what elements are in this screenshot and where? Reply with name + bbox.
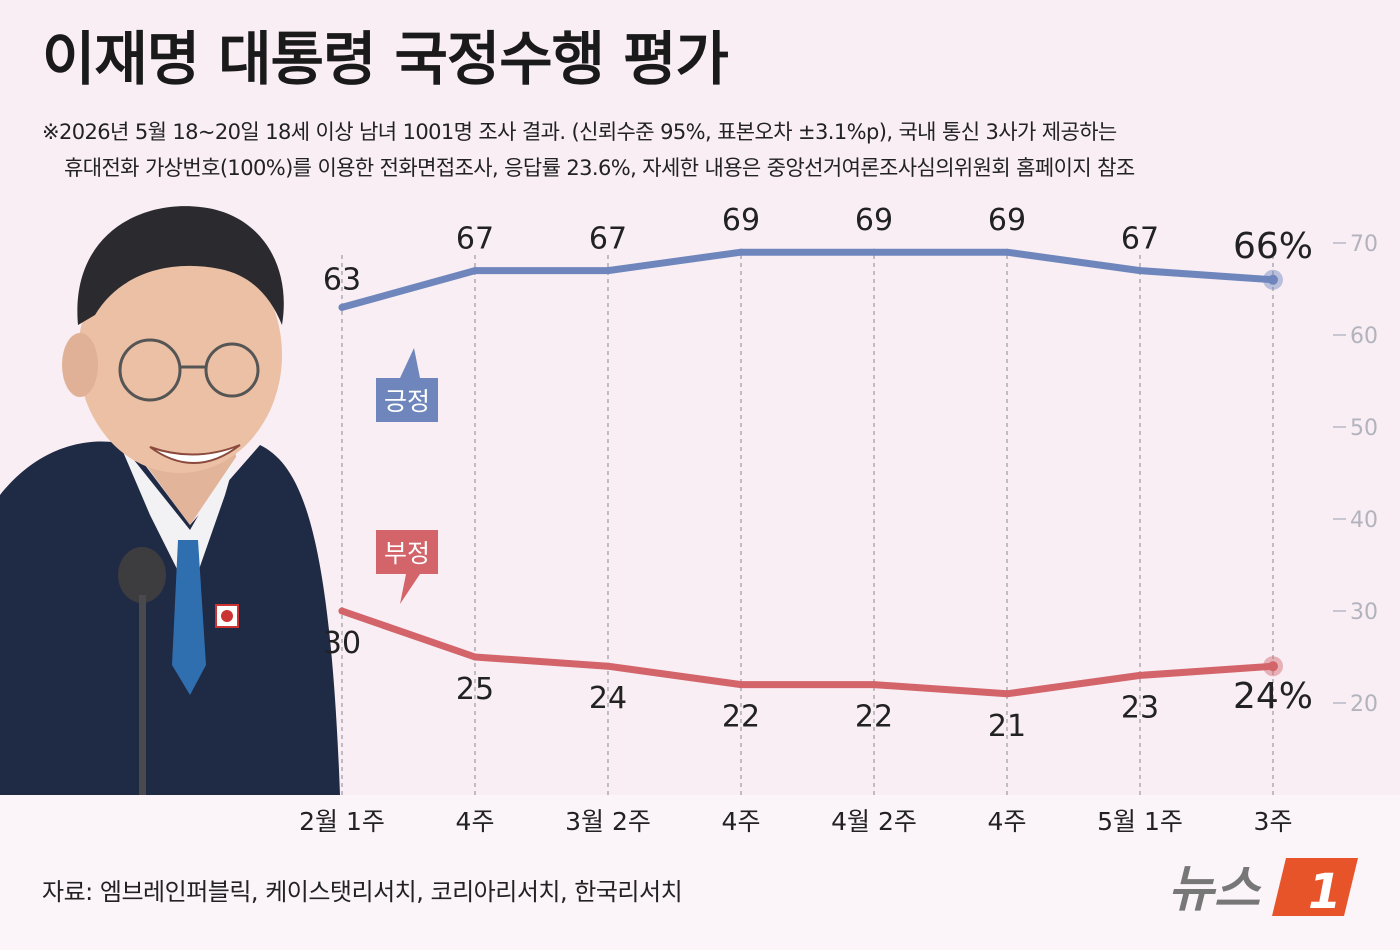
data-point — [471, 267, 479, 275]
x-tick-label: 4주 — [456, 807, 495, 836]
data-label: 25 — [456, 672, 494, 707]
data-label: 21 — [988, 709, 1026, 744]
data-label: 67 — [456, 222, 494, 257]
data-point — [870, 681, 878, 689]
survey-note-line1: ※2026년 5월 18~20일 18세 이상 남녀 1001명 조사 결과. … — [42, 120, 1117, 144]
x-tick-label: 3월 2주 — [565, 807, 651, 836]
data-point — [604, 267, 612, 275]
x-tick-label: 2월 1주 — [299, 807, 385, 836]
page-title: 이재명 대통령 국정수행 평가 — [42, 25, 729, 93]
y-tick-label: 50 — [1350, 416, 1378, 441]
logo-badge-number: 1 — [1308, 864, 1341, 920]
data-label: 22 — [855, 700, 893, 735]
data-point — [1003, 248, 1011, 256]
chart-series — [338, 248, 1283, 698]
y-tick-label: 30 — [1350, 600, 1378, 625]
data-label: 69 — [722, 203, 760, 238]
footer-band — [0, 795, 1400, 950]
news1-logo: 뉴스 1 — [1168, 858, 1358, 920]
chart-data-labels: 63 67 67 69 69 69 67 66% 30 25 24 22 22 21 23 24% — [323, 203, 1313, 744]
data-point — [1268, 661, 1278, 672]
x-tick-label: 4주 — [722, 807, 761, 836]
president-photo — [0, 206, 340, 795]
data-point — [338, 607, 346, 615]
data-label: 24% — [1233, 676, 1313, 717]
data-label: 22 — [722, 700, 760, 735]
x-tick-label: 4월 2주 — [831, 807, 917, 836]
data-point — [471, 653, 479, 661]
y-tick-label: 60 — [1350, 324, 1378, 349]
data-point — [604, 662, 612, 670]
data-label: 67 — [589, 222, 627, 257]
data-label: 23 — [1121, 690, 1159, 725]
x-tick-label: 3주 — [1254, 807, 1293, 836]
x-tick-label: 5월 1주 — [1097, 807, 1183, 836]
source-credit: 자료: 엠브레인퍼블릭, 케이스탯리서치, 코리아리서치, 한국리서치 — [42, 878, 683, 906]
chart-gridlines — [341, 255, 1274, 795]
data-label: 66% — [1233, 226, 1313, 267]
negative-callout-label: 부정 — [384, 539, 430, 568]
data-point — [338, 303, 346, 311]
logo-badge-icon — [1272, 858, 1358, 916]
data-point — [1268, 274, 1278, 285]
data-point — [1136, 671, 1144, 679]
data-point — [1003, 690, 1011, 698]
x-tick-label: 4주 — [988, 807, 1027, 836]
data-label: 69 — [855, 203, 893, 238]
data-label: 30 — [323, 626, 361, 661]
series-line-negative — [338, 607, 1277, 698]
y-tick-label: 20 — [1350, 692, 1378, 717]
data-label: 63 — [323, 262, 361, 297]
data-label: 69 — [988, 203, 1026, 238]
positive-callout-bubble — [376, 348, 438, 422]
data-point — [737, 248, 745, 256]
data-label: 67 — [1121, 222, 1159, 257]
data-point — [737, 681, 745, 689]
data-point — [870, 248, 878, 256]
y-tick-label: 70 — [1350, 232, 1378, 257]
negative-callout-bubble — [376, 530, 438, 604]
x-axis-labels: 2월 1주 4주 3월 2주 4주 4월 2주 4주 5월 1주 3주 — [299, 807, 1292, 836]
y-axis-ticks: 70 60 50 40 30 20 — [1333, 232, 1378, 717]
logo-wordmark: 뉴스 — [1168, 860, 1262, 918]
data-point — [1136, 267, 1144, 275]
positive-callout-label: 긍정 — [384, 387, 430, 416]
y-tick-label: 40 — [1350, 508, 1378, 533]
data-label: 24 — [589, 681, 627, 716]
survey-note-line2: 휴대전화 가상번호(100%)를 이용한 전화면접조사, 응답률 23.6%, … — [64, 156, 1135, 180]
series-line-positive — [338, 248, 1277, 311]
